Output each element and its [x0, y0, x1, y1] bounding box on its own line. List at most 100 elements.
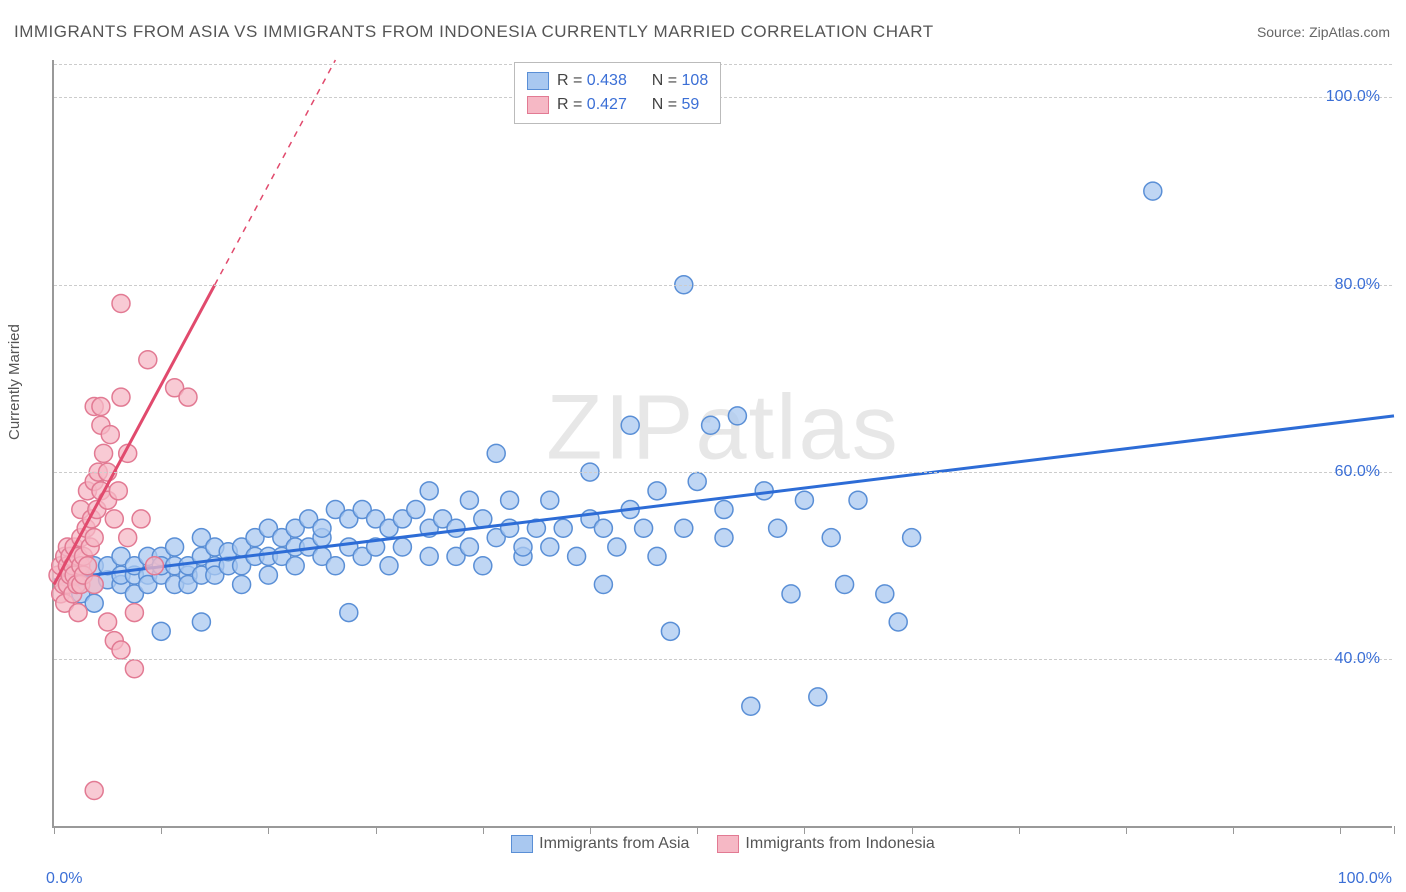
- data-point: [192, 613, 210, 631]
- data-point: [152, 622, 170, 640]
- legend-swatch: [511, 835, 533, 853]
- x-axis-min-label: 0.0%: [46, 870, 82, 888]
- data-point: [125, 604, 143, 622]
- x-tick: [268, 826, 269, 834]
- x-tick: [483, 826, 484, 834]
- data-point: [132, 510, 150, 528]
- data-point: [139, 351, 157, 369]
- data-point: [109, 482, 127, 500]
- data-point: [501, 491, 519, 509]
- data-point: [836, 575, 854, 593]
- data-point: [85, 529, 103, 547]
- data-point: [101, 426, 119, 444]
- data-point: [125, 660, 143, 678]
- data-point: [393, 538, 411, 556]
- x-tick: [1340, 826, 1341, 834]
- data-point: [313, 519, 331, 537]
- gridline: [54, 64, 1392, 65]
- data-point: [648, 482, 666, 500]
- data-point: [621, 416, 639, 434]
- data-point: [447, 519, 465, 537]
- data-point: [742, 697, 760, 715]
- x-tick: [1019, 826, 1020, 834]
- data-point: [809, 688, 827, 706]
- data-point: [112, 388, 130, 406]
- x-tick: [376, 826, 377, 834]
- data-point: [259, 566, 277, 584]
- data-point: [635, 519, 653, 537]
- x-tick: [1394, 826, 1395, 834]
- gridline: [54, 472, 1392, 473]
- data-point: [715, 529, 733, 547]
- data-point: [95, 444, 113, 462]
- data-point: [822, 529, 840, 547]
- legend-swatch: [717, 835, 739, 853]
- data-point: [407, 501, 425, 519]
- data-point: [179, 388, 197, 406]
- legend-row: R = 0.438 N = 108: [527, 69, 708, 93]
- data-point: [99, 613, 117, 631]
- data-point: [702, 416, 720, 434]
- legend-swatch: [527, 72, 549, 90]
- data-point: [92, 398, 110, 416]
- legend-item: Immigrants from Indonesia: [717, 835, 934, 853]
- data-point: [568, 547, 586, 565]
- y-tick-label: 80.0%: [1335, 276, 1380, 294]
- data-point: [608, 538, 626, 556]
- chart-container: IMMIGRANTS FROM ASIA VS IMMIGRANTS FROM …: [0, 0, 1406, 892]
- data-point: [648, 547, 666, 565]
- x-tick: [912, 826, 913, 834]
- chart-title: IMMIGRANTS FROM ASIA VS IMMIGRANTS FROM …: [14, 22, 934, 42]
- data-point: [541, 491, 559, 509]
- trend-line: [54, 416, 1394, 580]
- legend-item: Immigrants from Asia: [511, 835, 689, 853]
- y-tick-label: 60.0%: [1335, 463, 1380, 481]
- data-point: [166, 538, 184, 556]
- data-point: [594, 575, 612, 593]
- data-point: [420, 547, 438, 565]
- x-tick: [1233, 826, 1234, 834]
- data-point: [85, 594, 103, 612]
- data-point: [85, 782, 103, 800]
- data-point: [119, 529, 137, 547]
- legend-correlation: R = 0.438 N = 108R = 0.427 N = 59: [514, 62, 721, 124]
- data-point: [782, 585, 800, 603]
- data-point: [769, 519, 787, 537]
- trend-line-extrapolated: [215, 60, 336, 285]
- x-tick: [804, 826, 805, 834]
- data-point: [728, 407, 746, 425]
- data-point: [876, 585, 894, 603]
- y-tick-label: 40.0%: [1335, 650, 1380, 668]
- data-point: [460, 491, 478, 509]
- data-point: [688, 472, 706, 490]
- data-point: [460, 538, 478, 556]
- data-point: [795, 491, 813, 509]
- source-attribution: Source: ZipAtlas.com: [1257, 24, 1390, 40]
- data-point: [715, 501, 733, 519]
- y-tick-label: 100.0%: [1326, 88, 1380, 106]
- scatter-svg: [54, 60, 1392, 826]
- data-point: [79, 557, 97, 575]
- x-axis-max-label: 100.0%: [1338, 870, 1392, 888]
- x-tick: [590, 826, 591, 834]
- y-axis-label: Currently Married: [6, 324, 23, 440]
- data-point: [380, 557, 398, 575]
- data-point: [286, 557, 304, 575]
- data-point: [661, 622, 679, 640]
- legend-label: Immigrants from Asia: [539, 835, 689, 853]
- plot-area: ZIPatlas R = 0.438 N = 108R = 0.427 N = …: [52, 60, 1392, 828]
- x-tick: [161, 826, 162, 834]
- data-point: [849, 491, 867, 509]
- data-point: [554, 519, 572, 537]
- data-point: [889, 613, 907, 631]
- x-tick: [697, 826, 698, 834]
- data-point: [514, 538, 532, 556]
- data-point: [474, 557, 492, 575]
- legend-row: R = 0.427 N = 59: [527, 93, 708, 117]
- data-point: [105, 510, 123, 528]
- data-point: [85, 575, 103, 593]
- x-tick: [54, 826, 55, 834]
- data-point: [420, 482, 438, 500]
- data-point: [69, 604, 87, 622]
- data-point: [487, 444, 505, 462]
